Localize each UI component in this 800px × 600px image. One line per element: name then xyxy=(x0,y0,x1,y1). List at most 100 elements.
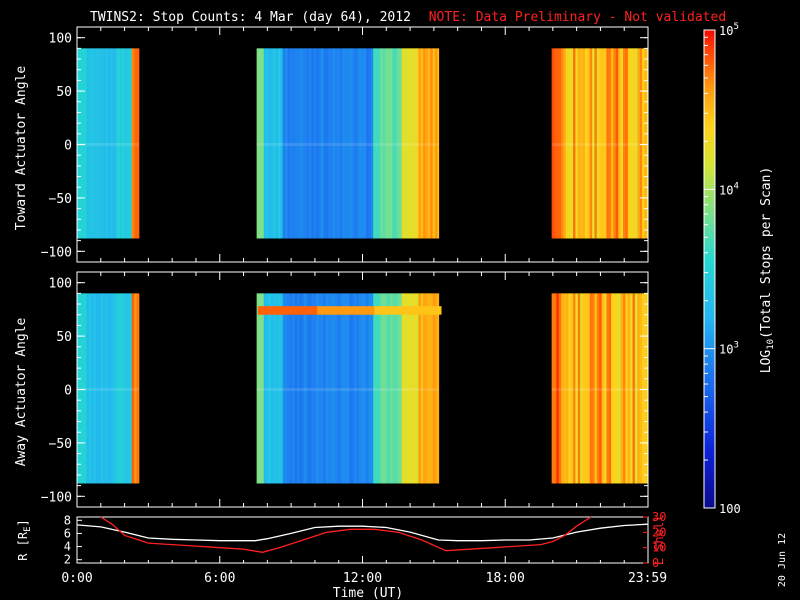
radius-tick-label: 4 xyxy=(64,540,71,554)
heat-column xyxy=(427,48,431,239)
heat-column xyxy=(565,48,569,239)
ytick-label: 0 xyxy=(64,139,72,154)
ridge-cell xyxy=(383,306,387,315)
heat-column xyxy=(361,48,365,239)
heat-column xyxy=(308,293,312,484)
xtick-label: 0:00 xyxy=(61,571,92,586)
ridge-cell xyxy=(291,306,295,315)
heat-column xyxy=(100,293,104,484)
heat-column xyxy=(280,48,284,239)
heat-column xyxy=(401,293,405,484)
heat-column xyxy=(642,293,645,484)
heat-column xyxy=(129,293,133,484)
heat-column xyxy=(136,48,140,239)
heat-column xyxy=(377,293,381,484)
radius-line xyxy=(76,523,649,542)
heat-column xyxy=(110,293,114,484)
heat-column xyxy=(427,293,431,484)
heat-column xyxy=(354,48,358,239)
heat-column xyxy=(630,293,634,484)
ridge-cell xyxy=(376,306,380,315)
heat-column xyxy=(129,48,133,239)
heat-column xyxy=(575,48,579,239)
heat-column xyxy=(306,293,310,484)
heat-column xyxy=(84,293,88,484)
ridge-cell xyxy=(310,306,314,315)
heat-column xyxy=(294,293,298,484)
ridge-cell xyxy=(431,306,435,315)
date-stamp: 20 Jun 12 xyxy=(777,533,788,587)
heat-column xyxy=(394,48,398,239)
ridge-cell xyxy=(348,306,352,315)
heat-column xyxy=(623,293,626,484)
heat-column xyxy=(270,293,274,484)
heat-column xyxy=(349,293,353,484)
heat-column xyxy=(86,293,90,484)
data-interval-3 xyxy=(551,293,649,484)
colorbar-tick-label: 104 xyxy=(719,181,739,197)
heat-column xyxy=(644,48,648,239)
heat-column xyxy=(577,293,581,484)
heat-column xyxy=(380,293,384,484)
lshell-tick-label: 10 xyxy=(652,541,666,555)
data-interval-1 xyxy=(77,48,140,239)
heat-column xyxy=(268,48,272,239)
ridge-cell xyxy=(405,306,409,315)
heat-column xyxy=(594,293,598,484)
heat-column xyxy=(337,293,341,484)
data-interval-2 xyxy=(256,48,440,239)
colorbar-tick-label: 100 xyxy=(719,502,741,516)
heat-column xyxy=(392,293,396,484)
heat-column xyxy=(308,48,312,239)
heat-column xyxy=(112,48,116,239)
heat-column xyxy=(124,293,128,484)
heat-column xyxy=(278,48,281,239)
heat-column xyxy=(618,48,622,239)
heat-column xyxy=(115,48,118,239)
heat-column xyxy=(423,48,427,239)
ridge-cell xyxy=(433,306,437,315)
heat-column xyxy=(332,293,336,484)
heat-column xyxy=(351,48,355,239)
heat-column xyxy=(596,48,600,239)
heat-column xyxy=(601,293,605,484)
heat-column xyxy=(632,48,636,239)
heat-column xyxy=(575,293,579,484)
heat-column xyxy=(404,48,408,239)
heat-column xyxy=(311,48,315,239)
heat-column xyxy=(256,48,260,239)
heat-column xyxy=(342,293,346,484)
heat-column xyxy=(88,48,92,239)
heat-column xyxy=(273,48,277,239)
heat-column xyxy=(615,48,619,239)
heat-column xyxy=(385,293,388,484)
heat-column xyxy=(606,293,610,484)
heat-column xyxy=(347,48,350,239)
heat-column xyxy=(632,293,636,484)
heat-column xyxy=(589,293,593,484)
heat-column xyxy=(554,48,557,239)
heat-column xyxy=(430,293,434,484)
heat-column xyxy=(568,48,572,239)
heat-column xyxy=(289,48,293,239)
heat-column xyxy=(107,48,111,239)
heat-column xyxy=(280,293,284,484)
ridge-cell xyxy=(272,306,275,315)
heat-column xyxy=(117,48,121,239)
ridge-cell xyxy=(286,306,290,315)
heat-column xyxy=(337,48,341,239)
heat-column xyxy=(634,293,638,484)
lshell-tick-label: 20 xyxy=(652,525,666,539)
ridge-cell xyxy=(386,306,390,315)
heat-column xyxy=(98,293,102,484)
ridge-cell xyxy=(281,306,285,315)
ridge-cell xyxy=(417,306,421,315)
ridge-cell xyxy=(379,306,383,315)
heat-column xyxy=(335,293,339,484)
heat-column xyxy=(608,48,612,239)
heat-column xyxy=(406,293,410,484)
heat-column xyxy=(285,293,289,484)
heat-column xyxy=(268,293,272,484)
ridge-cell xyxy=(407,306,411,315)
heat-column xyxy=(620,48,624,239)
